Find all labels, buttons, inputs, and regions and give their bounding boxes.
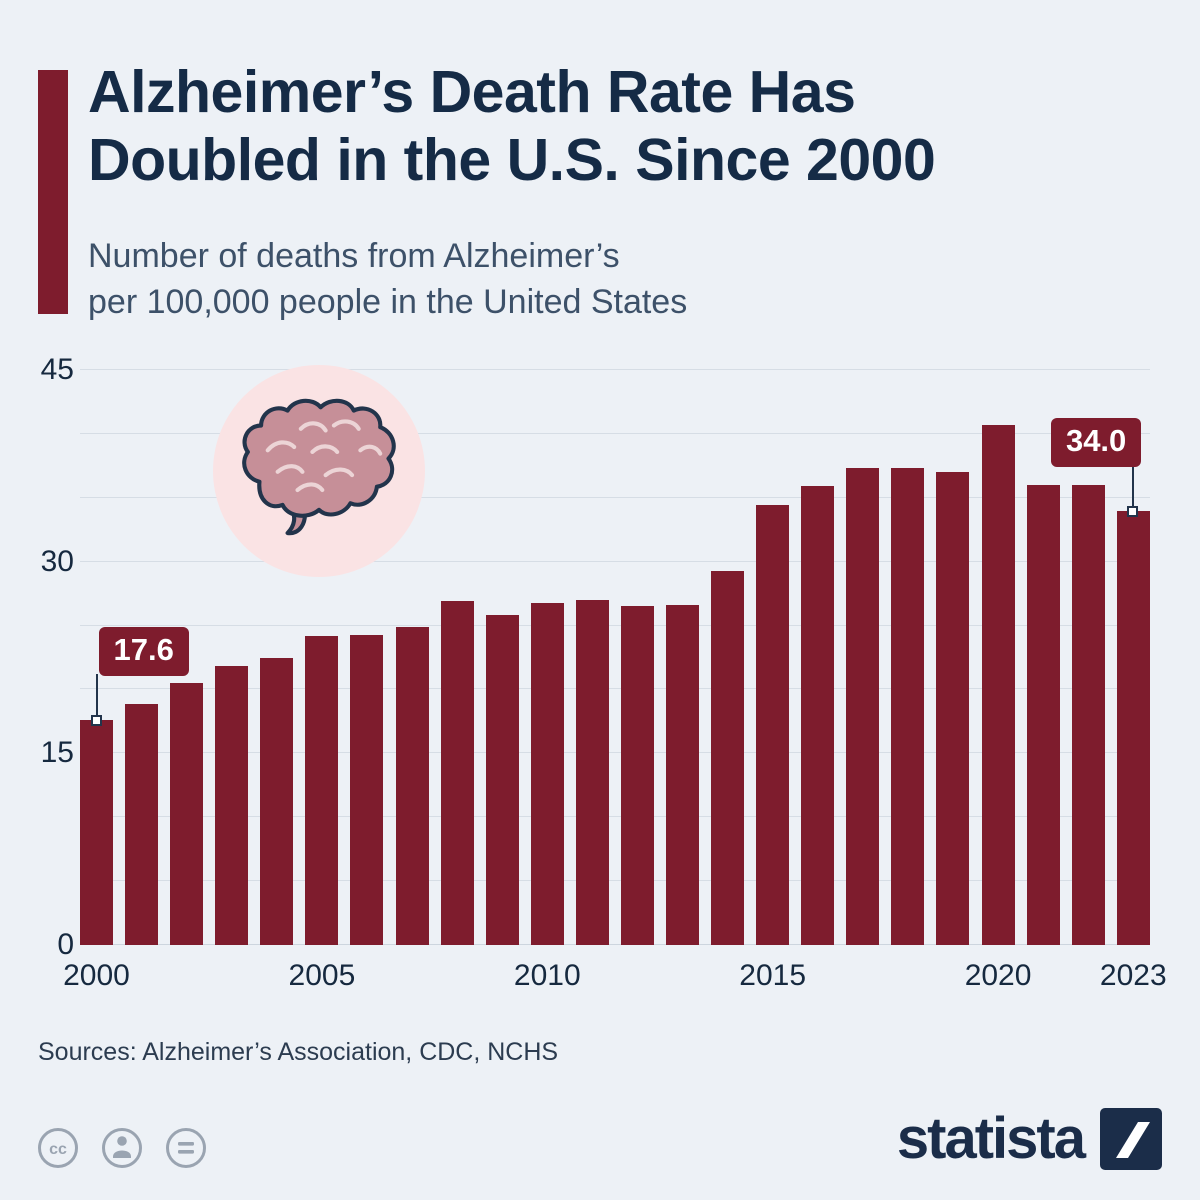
bar-2012: [620, 606, 654, 945]
bar-2016: [801, 486, 835, 945]
subtitle-line-1: Number of deaths from Alzheimer’s: [88, 237, 620, 275]
bar-2000: 17.6: [80, 627, 189, 945]
bar-2008: [440, 601, 474, 945]
bar-slot: 2020: [965, 370, 1031, 992]
bar-2013: [666, 605, 700, 945]
bar-slot: [936, 370, 970, 945]
y-axis: 0 15 30 45: [18, 353, 74, 961]
gridline: [80, 880, 1150, 882]
bar-slot: [801, 370, 835, 945]
bar-slot: [891, 370, 925, 945]
x-tick-label: 2005: [288, 959, 356, 992]
value-callout: 17.6: [98, 627, 189, 677]
bar-2011: [575, 600, 609, 945]
gridline: [80, 688, 1150, 690]
bar-slot: [395, 370, 429, 945]
bar-2015: [756, 505, 790, 945]
x-tick-label: 2015: [739, 959, 807, 992]
gridline: [80, 816, 1150, 818]
title-line-1: Alzheimer’s Death Rate Has: [88, 59, 856, 125]
bar-slot: [1071, 370, 1105, 945]
license-row: cc: [36, 1126, 208, 1170]
bar-slot: [170, 370, 204, 945]
page-title: Alzheimer’s Death Rate Has Doubled in th…: [88, 58, 936, 195]
bar-2007: [395, 626, 429, 945]
brain-icon: [242, 398, 396, 536]
bar-slot: [575, 370, 609, 945]
statista-logo-icon: [1100, 1107, 1162, 1170]
gridlines: [80, 369, 1150, 945]
y-tick-label: 0: [57, 928, 74, 961]
bar-slot: [1026, 370, 1060, 945]
x-axis-baseline: [80, 944, 1150, 945]
bar-2003: [215, 666, 249, 945]
bar-slot: [485, 370, 519, 945]
gridline: [80, 432, 1150, 434]
gridline: [80, 752, 1150, 754]
gridline: [80, 496, 1150, 498]
bar-chart: 17.6 2000 2005 2010 2015 2020 34.0 2023: [63, 369, 1167, 992]
statista-wordmark: statista: [896, 1106, 1086, 1171]
bar-2021: [1026, 485, 1060, 945]
x-tick-label: 2020: [964, 959, 1032, 992]
bar-2014: [711, 570, 745, 945]
subtitle-line-2: per 100,000 people in the United States: [88, 283, 688, 322]
bar-2004: [260, 657, 294, 945]
value-callout: 34.0: [1050, 417, 1142, 467]
attribution-person-icon[interactable]: [100, 1126, 144, 1170]
bar-2018: [891, 468, 925, 945]
callout-connector: [95, 674, 98, 721]
bar-2023: 34.0: [1050, 417, 1150, 945]
y-tick-label: 15: [40, 736, 74, 770]
bar-slot: 34.0 2023: [1050, 370, 1167, 992]
page-subtitle: Number of deaths from Alzheimer’s per 10…: [88, 233, 687, 325]
callout-connector: [1132, 464, 1135, 511]
data-point-marker: [1127, 505, 1139, 517]
svg-text:cc: cc: [49, 1141, 67, 1158]
gridline: [80, 369, 1150, 370]
bar-slot: 17.6 2000: [63, 370, 189, 992]
bar-slot: [666, 370, 700, 945]
x-tick-label: 2010: [513, 959, 581, 992]
bar-slot: 2015: [739, 370, 806, 992]
cc-icon[interactable]: cc: [36, 1126, 80, 1170]
x-tick-label: 2000: [63, 959, 130, 992]
bar-slot: [215, 370, 249, 945]
bar-2006: [350, 634, 384, 945]
gridline: [80, 560, 1150, 562]
bar-slot: [620, 370, 654, 945]
bar-slot: [846, 370, 880, 945]
bar-slot: 2010: [514, 370, 581, 992]
bar-slot: 2005: [289, 370, 355, 992]
bar-2002: [170, 683, 204, 945]
bar-2009: [485, 615, 519, 945]
x-tick-label: 2023: [1099, 959, 1167, 992]
equals-icon[interactable]: [164, 1126, 208, 1170]
data-point-marker: [90, 715, 102, 727]
bar-slot: [125, 370, 159, 945]
brain-badge: [213, 365, 425, 577]
bars: 17.6 2000 2005 2010 2015 2020 34.0 2023: [63, 370, 1167, 992]
bar-2017: [846, 468, 880, 945]
bar-2010: [530, 602, 564, 945]
bar-2019: [936, 472, 970, 945]
bar-slot: [260, 370, 294, 945]
gridline: [80, 624, 1150, 626]
title-line-2: Doubled in the U.S. Since 2000: [88, 127, 936, 194]
bar-2005: [305, 635, 339, 945]
bar-slot: [711, 370, 745, 945]
bar-2020: [981, 424, 1015, 945]
bar-2001: [125, 703, 159, 945]
y-tick-label: 30: [40, 544, 74, 578]
bar-slot: [440, 370, 474, 945]
bar-slot: [350, 370, 384, 945]
bar-2022: [1071, 485, 1105, 945]
y-tick-label: 45: [40, 353, 74, 386]
title-accent-bar: [38, 70, 68, 314]
statista-logo[interactable]: statista: [897, 1105, 1162, 1172]
sources-text: Sources: Alzheimer’s Association, CDC, N…: [38, 1038, 559, 1066]
